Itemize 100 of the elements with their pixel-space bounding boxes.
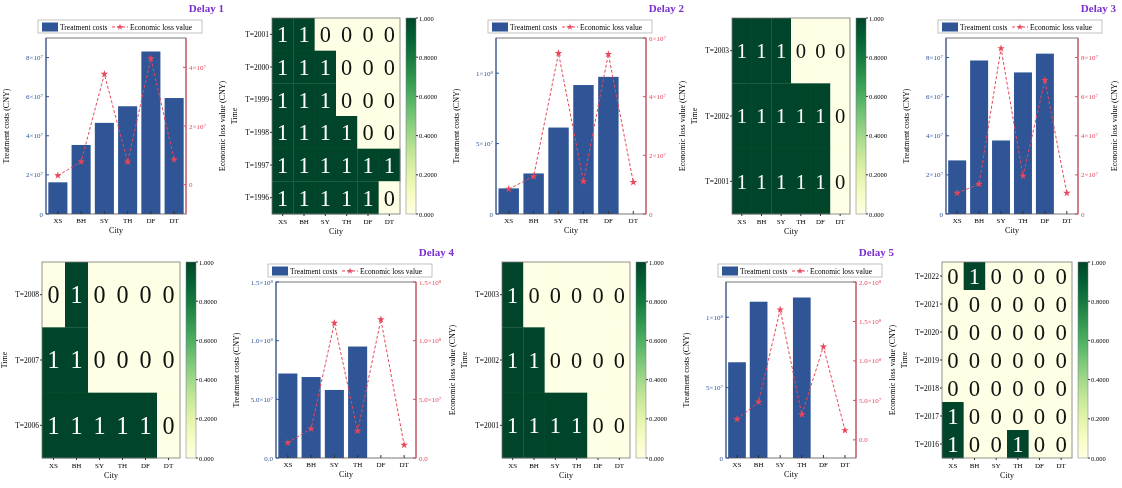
data-label: 1 [298, 185, 310, 211]
data-label: 1 [341, 185, 353, 211]
y-axis-title: Treatment costs (CNY) [2, 88, 11, 164]
point [1041, 76, 1049, 84]
data-label: 0 [990, 403, 1002, 429]
y-axis-title: Time [460, 351, 469, 369]
data-label: 1 [70, 281, 83, 309]
data-label: 1 [70, 411, 83, 439]
bar [792, 297, 811, 458]
data-label: 0 [383, 87, 395, 113]
data-label: 0 [1055, 403, 1067, 429]
data-label: 0 [1012, 319, 1024, 345]
data-label: 0 [1055, 319, 1067, 345]
data-label: 1 [736, 105, 747, 128]
data-label: 0 [968, 319, 981, 345]
y-axis-title: Treatment costs (CNY) [452, 88, 461, 164]
data-label: 1 [736, 170, 747, 193]
point [147, 54, 155, 62]
data-label: 0 [990, 319, 1002, 345]
data-label: 0 [968, 431, 981, 457]
data-label: 0 [571, 282, 583, 308]
bar [118, 106, 138, 214]
bar [523, 173, 544, 214]
data-label: 0 [319, 22, 331, 48]
y-axis-title: Treatment costs (CNY) [902, 88, 911, 164]
data-label: 0 [1055, 375, 1067, 401]
data-label: 0 [162, 411, 175, 439]
point [997, 44, 1005, 52]
data-label: 0 [139, 281, 152, 309]
data-label: 0 [1012, 403, 1024, 429]
data-label: 0 [1012, 263, 1024, 289]
y2-axis-title: Economic loss value (CNY) [1110, 80, 1119, 172]
bar [348, 346, 368, 458]
data-label: 0 [162, 281, 175, 309]
chart-title: Delay 5 [858, 246, 895, 258]
data-label: 1 [815, 170, 826, 193]
bar [992, 140, 1011, 214]
x-axis-title: City [329, 227, 343, 236]
bar [970, 60, 989, 214]
y-axis-title: Time [900, 351, 909, 369]
data-label: 0 [1033, 291, 1046, 317]
chart-title: Delay 4 [418, 246, 455, 258]
data-label: 0 [383, 54, 395, 80]
data-label: 0 [1033, 319, 1046, 345]
data-label: 0 [362, 22, 374, 48]
data-label: 1 [47, 411, 60, 439]
data-label: 0 [990, 431, 1002, 457]
data-label: 1 [362, 185, 374, 211]
bar [749, 301, 768, 458]
data-label: 0 [362, 54, 374, 80]
data-label: 1 [93, 411, 106, 439]
y-axis-title: Time [690, 107, 699, 125]
y-axis-title: Treatment costs (CNY) [682, 332, 691, 408]
data-label: 0 [93, 346, 106, 374]
bar [71, 144, 91, 214]
data-label: 1 [776, 105, 787, 128]
data-label: 1 [549, 413, 561, 439]
data-label: 1 [756, 105, 767, 128]
point [953, 189, 961, 197]
bar [141, 51, 161, 214]
data-label: 1 [968, 263, 981, 289]
data-label: 1 [571, 413, 583, 439]
x-axis-title: City [1000, 471, 1014, 480]
data-label: 1 [776, 170, 787, 193]
data-label: 0 [341, 87, 353, 113]
data-label: 0 [613, 413, 625, 439]
chart-title: Delay 3 [1080, 2, 1117, 14]
data-label: 0 [116, 281, 129, 309]
x-axis-title: City [564, 226, 578, 235]
data-label: 0 [795, 39, 806, 62]
data-label: 1 [383, 152, 395, 178]
data-label: 1 [319, 87, 331, 113]
data-label: 0 [162, 346, 175, 374]
bar [164, 98, 184, 214]
data-label: 1 [776, 39, 787, 62]
data-label: 1 [1012, 431, 1024, 457]
bar [94, 122, 114, 214]
y2-axis-title: Economic loss value (CNY) [888, 324, 897, 416]
bar [573, 85, 594, 214]
data-label: 1 [298, 22, 310, 48]
y2-axis-title: Economic loss value (CNY) [218, 80, 227, 172]
point [733, 415, 741, 423]
data-label: 1 [947, 403, 959, 429]
data-label: 1 [319, 54, 331, 80]
data-label: 0 [1055, 431, 1067, 457]
data-label: 1 [277, 87, 289, 113]
data-label: 1 [298, 54, 310, 80]
bar [598, 76, 619, 214]
bar [324, 389, 344, 458]
data-label: 0 [93, 281, 106, 309]
data-label: 0 [383, 120, 395, 146]
data-label: 0 [1033, 375, 1046, 401]
data-label: 1 [277, 185, 289, 211]
data-label: 0 [383, 22, 395, 48]
data-label: 1 [756, 170, 767, 193]
data-label: 0 [990, 263, 1002, 289]
point [841, 426, 849, 434]
bar [301, 377, 321, 458]
data-label: 1 [815, 105, 826, 128]
data-label: 0 [1012, 291, 1024, 317]
